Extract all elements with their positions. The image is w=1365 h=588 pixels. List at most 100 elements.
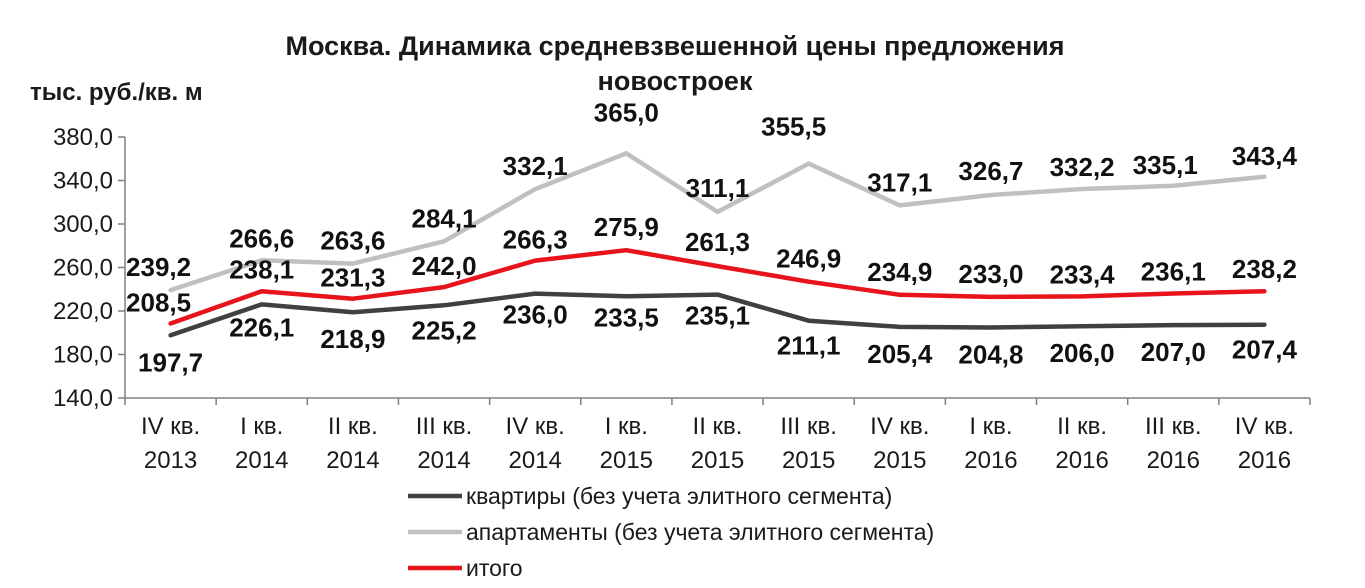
x-tick-label: IV кв. 2015 [870, 413, 929, 474]
data-label-s2-11: 236,1 [1141, 256, 1206, 286]
x-tick-quarter: IV кв. [141, 413, 200, 440]
y-tick-label: 340,0 [53, 168, 113, 195]
data-label-s0-6: 235,1 [685, 301, 750, 331]
x-tick-label: I кв. 2014 [235, 413, 288, 474]
y-tick-label: 140,0 [53, 385, 113, 412]
legend: квартиры (без учета элитного сегмента) ап… [408, 483, 934, 581]
legend-item-1: апартаменты (без учета элитного сегмента… [408, 519, 934, 545]
data-label-s1-3: 284,1 [411, 203, 476, 233]
series-line-0 [168, 291, 1267, 338]
data-label-s2-7: 246,9 [776, 244, 841, 274]
data-label-s0-10: 206,0 [1050, 338, 1115, 368]
data-label-s0-11: 207,0 [1141, 337, 1206, 367]
legend-label: апартаменты (без учета элитного сегмента… [466, 519, 934, 545]
x-tick-year: 2016 [1238, 447, 1291, 474]
series-lines [168, 151, 1267, 338]
x-tick-label: I кв. 2016 [964, 413, 1017, 474]
x-tick-quarter: III кв. [416, 413, 473, 440]
x-tick-quarter: II кв. [693, 413, 743, 440]
x-tick-label: I кв. 2015 [600, 413, 653, 474]
data-label-s1-5: 365,0 [594, 97, 659, 127]
data-label-s2-1: 238,1 [229, 254, 294, 284]
x-tick-quarter: IV кв. [506, 413, 565, 440]
x-tick-label: III кв. 2014 [416, 413, 473, 474]
legend-label: итого [466, 555, 523, 581]
data-label-s0-8: 205,4 [867, 339, 933, 369]
data-label-s0-2: 218,9 [320, 324, 385, 354]
x-tick-label: II кв. 2016 [1055, 413, 1108, 474]
x-tick-year: 2016 [1147, 447, 1200, 474]
x-tick-year: 2013 [144, 447, 197, 474]
data-label-s0-0: 197,7 [138, 347, 203, 377]
y-tick-label: 180,0 [53, 342, 113, 369]
data-label-s2-5: 275,9 [594, 212, 659, 242]
x-tick-quarter: IV кв. [870, 413, 929, 440]
data-label-s0-1: 226,1 [229, 312, 294, 342]
x-tick-quarter: I кв. [240, 413, 283, 440]
data-label-s2-10: 233,4 [1050, 259, 1116, 289]
data-label-s2-12: 238,2 [1232, 254, 1297, 284]
x-tick-year: 2014 [326, 447, 379, 474]
data-label-s2-2: 231,3 [320, 263, 385, 293]
data-label-s0-3: 225,2 [411, 315, 476, 345]
data-label-s1-2: 263,6 [320, 226, 385, 256]
series-line-1 [168, 151, 1267, 293]
x-tick-year: 2015 [873, 447, 926, 474]
y-tick-labels: 140,0 180,0 220,0 260,0 300,0 340,0 380,0 [53, 124, 113, 412]
data-label-s0-5: 233,5 [594, 302, 659, 332]
data-label-s1-1: 266,6 [229, 223, 294, 253]
data-label-s1-12: 343,4 [1232, 141, 1298, 171]
x-tick-quarter: I кв. [969, 413, 1012, 440]
y-tick-label: 220,0 [53, 298, 113, 325]
x-tick-label: IV кв. 2014 [506, 413, 565, 474]
x-tick-quarter: IV кв. [1235, 413, 1294, 440]
data-label-s2-0: 208,5 [126, 288, 191, 318]
data-label-s2-8: 234,9 [867, 257, 932, 287]
data-label-s2-9: 233,0 [958, 259, 1023, 289]
x-tick-year: 2015 [782, 447, 835, 474]
legend-item-0: квартиры (без учета элитного сегмента) [408, 483, 892, 509]
x-tick-label: IV кв. 2016 [1235, 413, 1294, 474]
x-tick-year: 2015 [600, 447, 653, 474]
data-label-s2-4: 266,3 [503, 225, 568, 255]
x-tick-labels: IV кв. 2013 I кв. 2014 II кв. 2014 III кв. 2014… [141, 413, 1294, 474]
x-tick-year: 2014 [235, 447, 288, 474]
x-tick-year: 2014 [508, 447, 561, 474]
data-label-s1-11: 335,1 [1133, 150, 1198, 180]
x-tick-label: III кв. 2016 [1145, 413, 1202, 474]
axes [118, 136, 1311, 405]
data-label-s1-8: 317,1 [867, 167, 932, 197]
chart-title-line2: новостроек [598, 66, 753, 96]
data-label-s1-6: 311,1 [686, 173, 750, 203]
data-label-s0-4: 236,0 [503, 300, 568, 330]
data-label-s2-6: 261,3 [685, 227, 750, 257]
y-tick-label: 260,0 [53, 255, 113, 282]
legend-label: квартиры (без учета элитного сегмента) [466, 483, 892, 509]
x-tick-label: II кв. 2015 [691, 413, 744, 474]
chart-title-line1: Москва. Динамика средневзвешенной цены п… [285, 31, 1064, 61]
y-axis-label: тыс. руб./кв. м [30, 79, 203, 106]
data-label-s1-10: 332,2 [1050, 152, 1115, 182]
x-tick-label: IV кв. 2013 [141, 413, 200, 474]
y-tick-label: 300,0 [53, 211, 113, 238]
x-tick-quarter: III кв. [780, 413, 837, 440]
data-label-s0-12: 207,4 [1232, 335, 1298, 365]
data-label-s1-9: 326,7 [958, 156, 1023, 186]
data-label-s1-0: 239,2 [126, 252, 191, 282]
x-tick-quarter: II кв. [328, 413, 378, 440]
series-line-2 [168, 247, 1267, 326]
x-tick-year: 2014 [417, 447, 470, 474]
x-tick-year: 2016 [964, 447, 1017, 474]
x-tick-year: 2015 [691, 447, 744, 474]
x-tick-quarter: II кв. [1057, 413, 1107, 440]
x-tick-year: 2016 [1055, 447, 1108, 474]
x-tick-quarter: III кв. [1145, 413, 1202, 440]
data-label-s0-7: 211,1 [777, 331, 841, 361]
y-tick-label: 380,0 [53, 124, 113, 151]
x-tick-quarter: I кв. [605, 413, 648, 440]
data-label-s1-7: 355,5 [761, 112, 826, 142]
x-tick-label: II кв. 2014 [326, 413, 379, 474]
data-label-s1-4: 332,1 [503, 151, 568, 181]
data-labels: 197,7 226,1 218,9 225,2 236,0 233,5 235,1 211,1… [126, 97, 1297, 377]
